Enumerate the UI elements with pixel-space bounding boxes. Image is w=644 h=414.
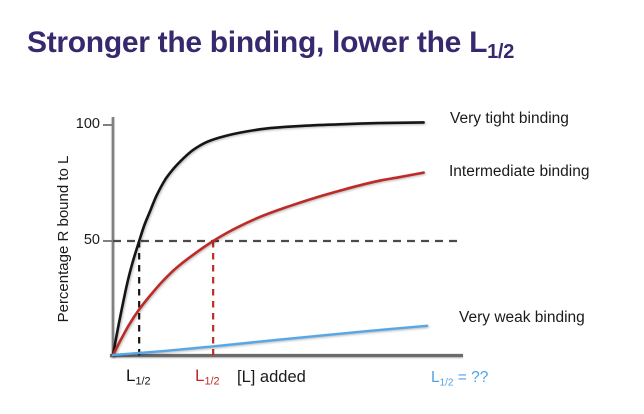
x-axis-title: [L] added bbox=[237, 368, 306, 386]
curve-very-weak-binding bbox=[111, 324, 429, 357]
lhalf-unknown-note: L1/2 = ?? bbox=[431, 369, 488, 388]
y-tick-label-50: 50 bbox=[83, 232, 100, 248]
lhalf-marker-label-black: L1/2 bbox=[126, 366, 151, 388]
page-title: Stronger the binding, lower the L1/2 bbox=[27, 26, 514, 64]
series-label-very-tight-binding: Very tight binding bbox=[450, 110, 569, 127]
series-label-very-weak-binding: Very weak binding bbox=[459, 309, 585, 326]
lhalf-suffix: = ?? bbox=[453, 369, 489, 386]
lhalf-base: L bbox=[195, 366, 205, 385]
lhalf-subscript: 1/2 bbox=[204, 375, 220, 388]
y-tick-label-100: 100 bbox=[75, 116, 100, 132]
curve-intermediate-binding bbox=[111, 171, 425, 357]
series-label-intermediate-binding: Intermediate binding bbox=[449, 163, 590, 180]
title-text: Stronger the binding, lower the L bbox=[27, 26, 488, 60]
lhalf-subscript: 1/2 bbox=[135, 375, 151, 388]
title-subscript: 1/2 bbox=[487, 41, 515, 64]
dashed-annotation-lines bbox=[113, 239, 459, 361]
lhalf-marker-label-red: L1/2 bbox=[195, 366, 220, 388]
y-axis bbox=[103, 117, 115, 357]
series-curves bbox=[111, 121, 429, 357]
curve-very-tight-binding bbox=[111, 121, 425, 357]
lhalf-base: L bbox=[126, 366, 136, 385]
lhalf-base: L bbox=[431, 369, 440, 386]
lhalf-subscript: 1/2 bbox=[439, 377, 454, 389]
